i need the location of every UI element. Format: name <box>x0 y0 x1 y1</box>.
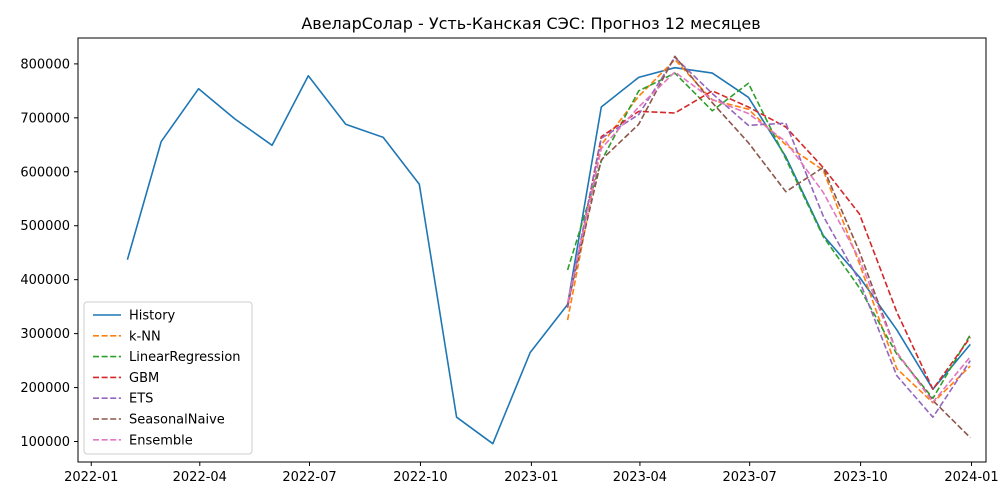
legend-label: LinearRegression <box>129 350 241 365</box>
y-tick-label: 800000 <box>20 57 70 72</box>
x-tick-label: 2023-10 <box>833 470 887 485</box>
x-tick-label: 2022-10 <box>393 470 447 485</box>
y-tick-label: 200000 <box>20 381 70 396</box>
x-tick-label: 2023-04 <box>613 470 667 485</box>
x-tick-label: 2022-01 <box>64 470 118 485</box>
legend-label: GBM <box>129 371 159 386</box>
y-tick-label: 400000 <box>20 273 70 288</box>
series-line-linearregression <box>566 72 971 400</box>
series-line-gbm <box>566 90 971 391</box>
y-tick-label: 300000 <box>20 327 70 342</box>
axes: 2022-01 2022-04 2022-07 2022-10 2023-01 2023-… <box>20 37 999 485</box>
y-tick-label: 500000 <box>20 219 70 234</box>
legend-box <box>83 301 253 455</box>
legend-label: SeasonalNaive <box>129 413 225 428</box>
legend-label: k-NN <box>129 329 161 344</box>
series-line-ensemble <box>566 71 971 403</box>
plot-frame <box>77 37 987 463</box>
x-tick-label: 2023-01 <box>504 470 558 485</box>
series-line-ets <box>566 56 971 419</box>
y-tick-label: 100000 <box>20 435 70 450</box>
plot-area <box>126 55 971 445</box>
legend: History k-NN LinearRegression GBM ETS Seasona… <box>83 301 253 455</box>
y-tick-label: 700000 <box>20 111 70 126</box>
legend-label: Ensemble <box>129 433 193 448</box>
y-tick-label: 600000 <box>20 165 70 180</box>
x-tick-label: 2022-04 <box>173 470 227 485</box>
legend-label: ETS <box>129 392 153 407</box>
legend-label: History <box>129 309 176 324</box>
x-tick-label: 2024-01 <box>944 470 998 485</box>
chart-title: АвеларСолар - Усть-Канская СЭС: Прогноз … <box>301 14 760 33</box>
series-line-history <box>126 66 971 445</box>
x-tick-label: 2023-07 <box>722 470 776 485</box>
x-tick-label: 2022-07 <box>282 470 336 485</box>
